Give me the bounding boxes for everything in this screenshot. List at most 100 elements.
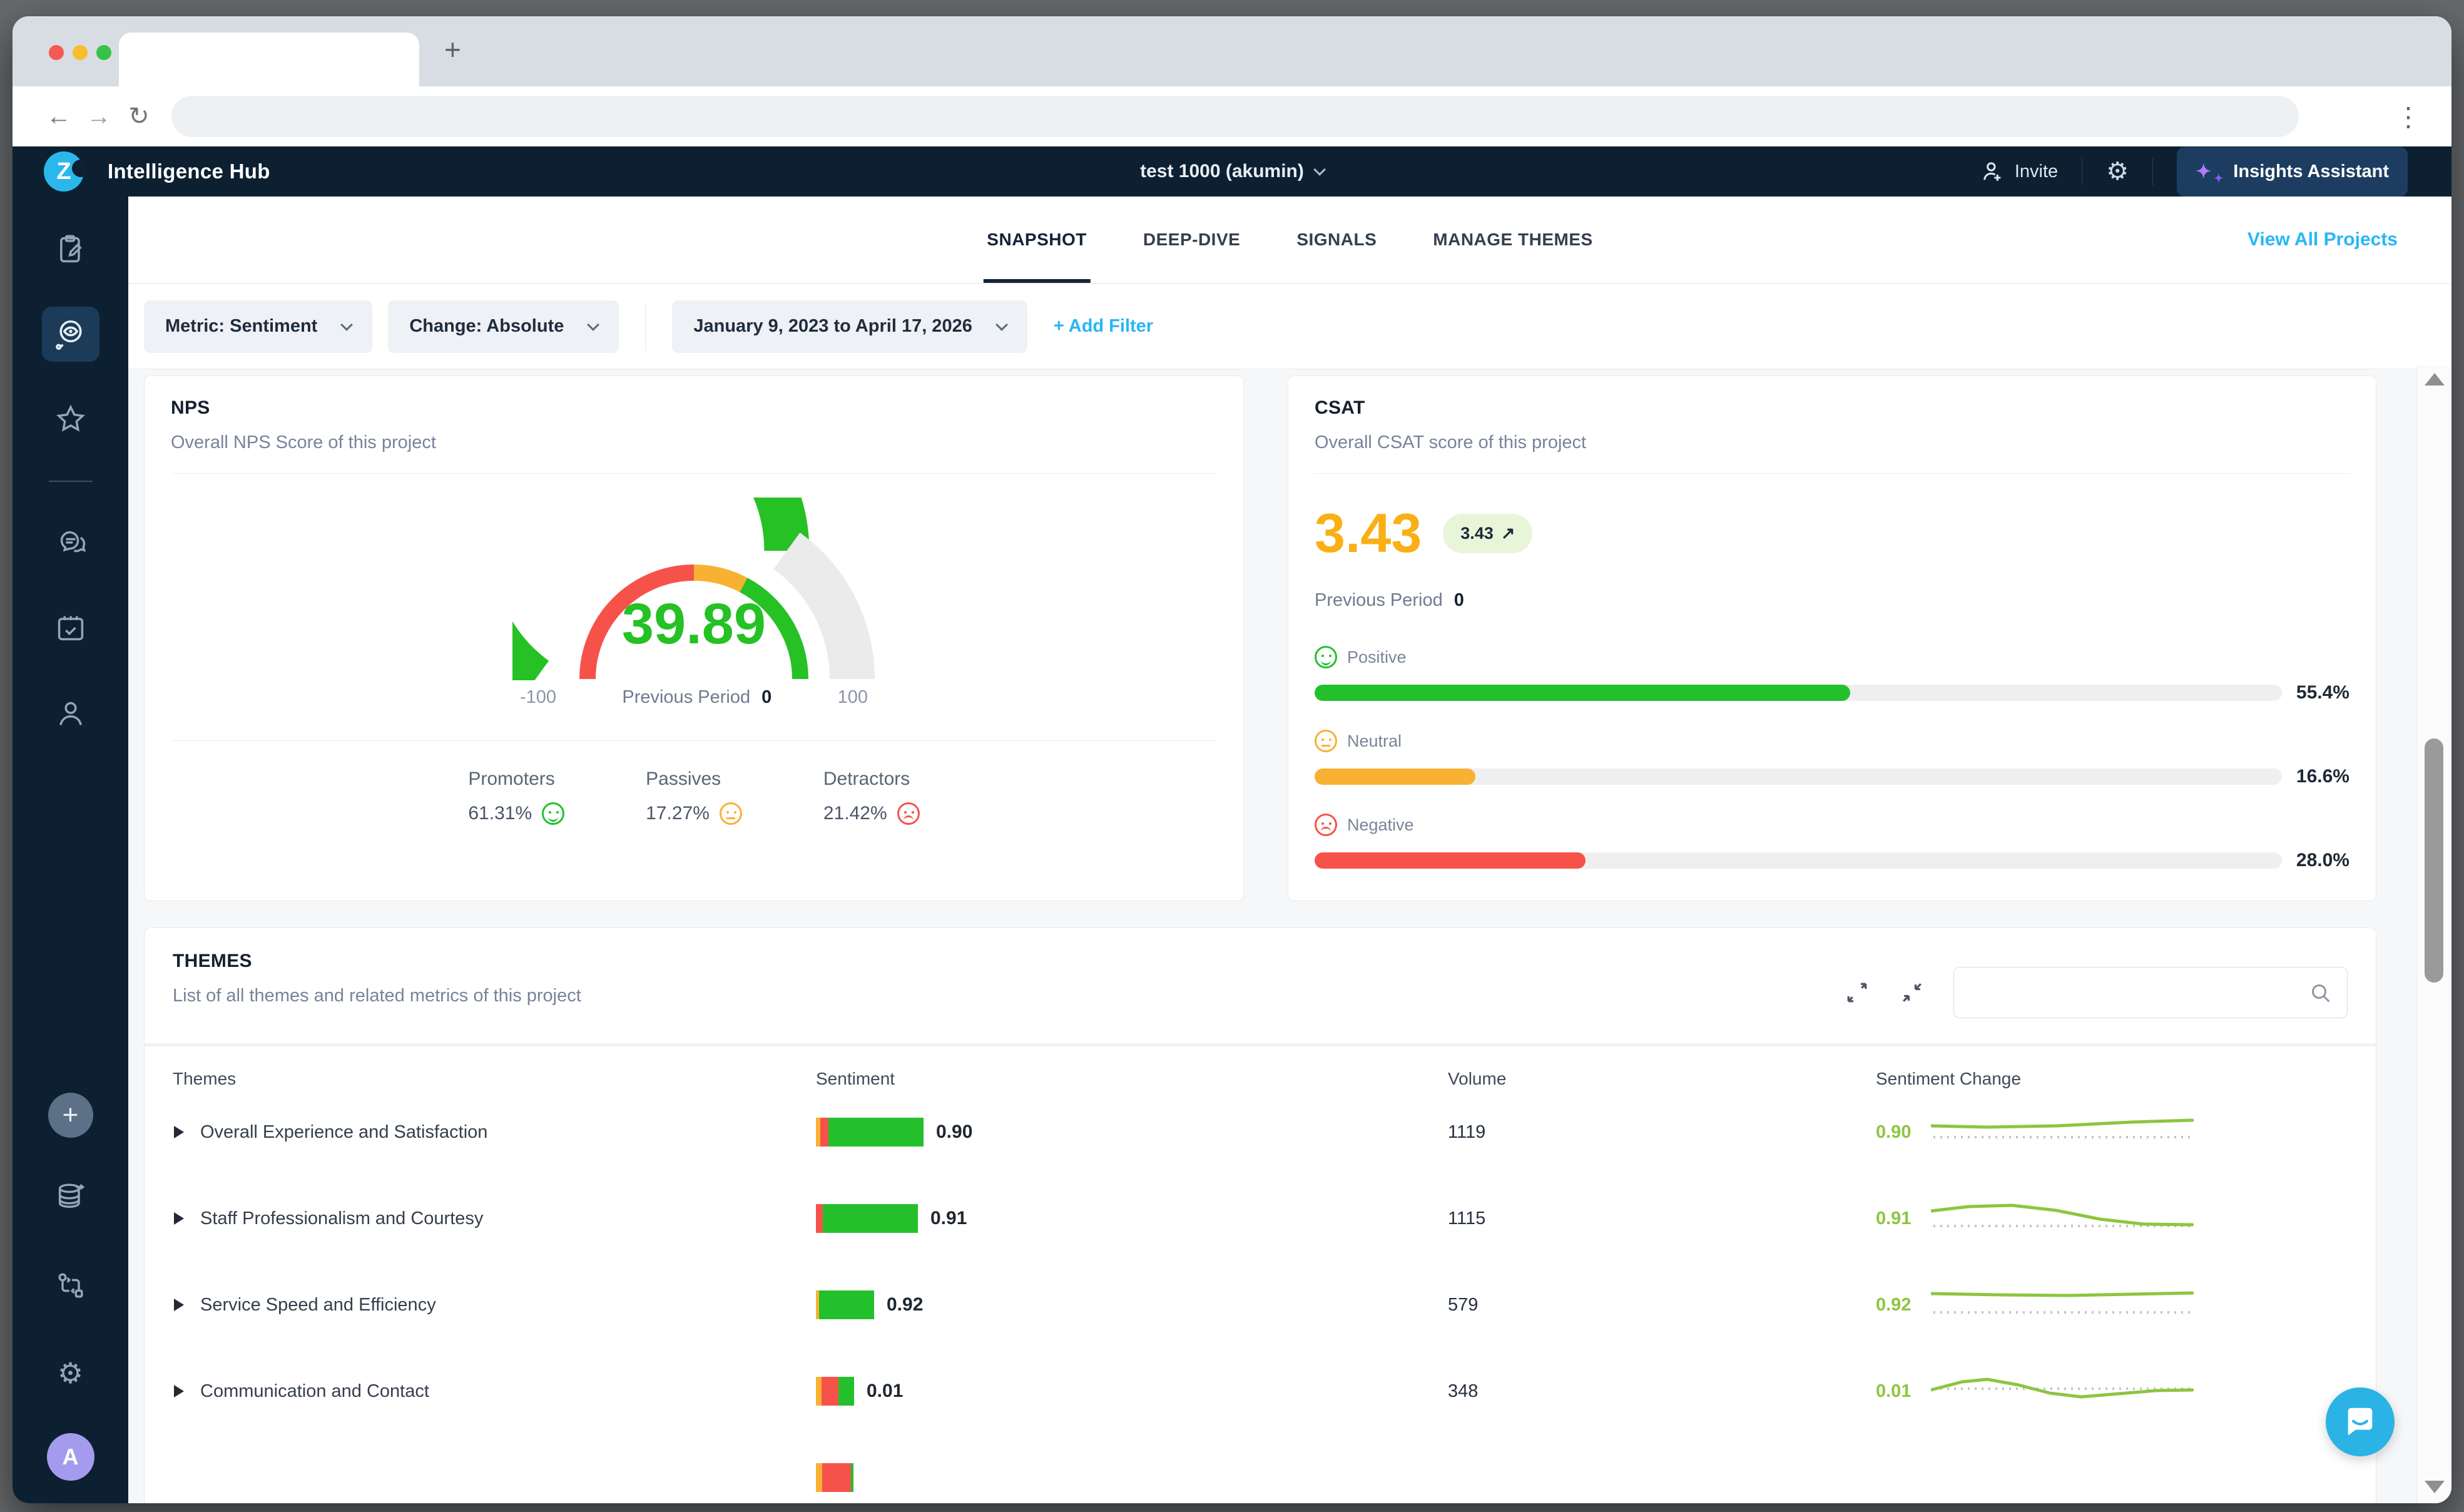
- nps-max-label: 100: [837, 687, 868, 707]
- gauge-inner-band: [693, 564, 748, 593]
- divider: [1315, 473, 2349, 474]
- sidebar-add-button[interactable]: +: [48, 1093, 93, 1138]
- expand-row-icon[interactable]: [174, 1126, 184, 1138]
- expand-row-icon[interactable]: [174, 1299, 184, 1311]
- app-title: Intelligence Hub: [108, 160, 270, 183]
- back-button[interactable]: ←: [46, 102, 71, 130]
- date-range-label: January 9, 2023 to April 17, 2026: [693, 316, 972, 336]
- sidebar-settings[interactable]: ⚙: [42, 1346, 99, 1401]
- sidebar-item-integrations[interactable]: [42, 1258, 99, 1313]
- expand-row-icon[interactable]: [174, 1212, 184, 1225]
- themes-search-input[interactable]: [1954, 968, 2347, 1018]
- expand-row-icon[interactable]: [174, 1385, 184, 1397]
- table-row[interactable]: Overall Experience and Satisfaction 0.90…: [173, 1089, 2348, 1175]
- csat-bar-positive: Positive 55.4%: [1315, 646, 2349, 703]
- previous-period-value: 0: [1453, 590, 1464, 610]
- sidebar-item-favorites[interactable]: [42, 392, 99, 447]
- person-icon: [59, 702, 82, 725]
- divider: [171, 740, 1217, 741]
- sentiment-label: Positive: [1347, 647, 1407, 667]
- maximize-window-button[interactable]: [96, 45, 111, 60]
- sidebar-item-conversations[interactable]: [42, 516, 99, 571]
- scrollbar-thumb[interactable]: [2425, 738, 2443, 983]
- clipboard-edit-icon: [59, 235, 82, 263]
- sentiment-value: 0.91: [930, 1208, 967, 1228]
- gauge-outer-band: [773, 532, 875, 680]
- sidebar-item-contacts[interactable]: [42, 686, 99, 741]
- invite-button[interactable]: Invite: [1980, 159, 2058, 184]
- sentiment-value: 0.01: [867, 1381, 904, 1401]
- bar-fill: [1315, 852, 1586, 869]
- sidebar-item-surveys[interactable]: [42, 222, 99, 277]
- sentiment-segment: [816, 1377, 822, 1406]
- metric-filter-dropdown[interactable]: Metric: Sentiment: [144, 300, 373, 353]
- settings-gear-icon: ⚙: [57, 1357, 84, 1389]
- table-row[interactable]: Staff Professionalism and Courtesy 0.91 …: [173, 1175, 2348, 1262]
- scroll-up-arrow-icon[interactable]: [2425, 373, 2445, 386]
- change-filter-dropdown[interactable]: Change: Absolute: [388, 300, 619, 353]
- sentiment-segment: [816, 1290, 819, 1319]
- scroll-down-arrow-icon[interactable]: [2425, 1481, 2445, 1493]
- star-icon: [56, 404, 85, 432]
- csat-trend-badge: 3.43 ↗: [1443, 513, 1533, 553]
- user-avatar[interactable]: A: [46, 1433, 94, 1481]
- nps-breakdown-detractors: Detractors 21.42%: [823, 769, 920, 825]
- bad-face-icon: [897, 802, 920, 825]
- metric-filter-label: Metric: Sentiment: [165, 316, 318, 336]
- sidebar: + ⚙ A: [13, 197, 128, 1503]
- sentiment-percent: 28.0%: [2296, 850, 2349, 871]
- bar-track: [1315, 685, 2282, 701]
- column-header-sentiment-change: Sentiment Change: [1876, 1069, 2021, 1088]
- trend-up-icon: ↗: [1500, 523, 1515, 543]
- calendar-check-icon: [58, 616, 83, 641]
- settings-gear-icon[interactable]: ⚙: [2106, 158, 2129, 185]
- date-range-dropdown[interactable]: January 9, 2023 to April 17, 2026: [672, 300, 1027, 353]
- sidebar-item-tasks[interactable]: [42, 601, 99, 656]
- tab-snapshot[interactable]: SNAPSHOT: [983, 197, 1091, 283]
- previous-period-value: 0: [761, 687, 772, 707]
- browser-tab[interactable]: [119, 33, 419, 86]
- column-header-volume: Volume: [1448, 1069, 1507, 1088]
- nps-min-label: -100: [520, 687, 557, 707]
- sidebar-item-intelligence[interactable]: [41, 307, 99, 362]
- close-window-button[interactable]: [49, 45, 64, 60]
- divider: [645, 302, 646, 350]
- sentiment-segment: [820, 1118, 828, 1147]
- table-row[interactable]: [173, 1434, 2348, 1503]
- chevron-down-icon: [1313, 163, 1326, 176]
- volume-value: 1119: [1448, 1121, 1486, 1142]
- tab-manage-themes[interactable]: MANAGE THEMES: [1433, 230, 1593, 249]
- chat-bubbles-icon: [60, 531, 86, 553]
- table-row[interactable]: Service Speed and Efficiency 0.92 579 0.…: [173, 1262, 2348, 1348]
- volume-value: 1115: [1448, 1208, 1486, 1228]
- workflow-nodes-icon: [58, 1273, 83, 1298]
- address-bar[interactable]: [171, 96, 2299, 137]
- tab-deep-dive[interactable]: DEEP-DIVE: [1143, 230, 1241, 249]
- minimize-window-button[interactable]: [73, 45, 88, 60]
- collapse-icon[interactable]: [1898, 979, 1926, 1006]
- app-logo[interactable]: Z: [44, 151, 84, 192]
- new-tab-button[interactable]: +: [444, 33, 461, 66]
- breakdown-label: Detractors: [823, 769, 910, 789]
- tab-signals[interactable]: SIGNALS: [1296, 230, 1377, 249]
- view-all-projects-link[interactable]: View All Projects: [2247, 229, 2398, 250]
- add-filter-link[interactable]: + Add Filter: [1053, 316, 1154, 336]
- change-value: 0.01: [1876, 1381, 1912, 1401]
- themes-search: [1953, 967, 2348, 1018]
- sentiment-segment: [816, 1204, 823, 1233]
- browser-toolbar: ← → ↻ ⋮: [13, 86, 2451, 146]
- insights-assistant-button[interactable]: ✦ ✦ Insights Assistant: [2177, 146, 2408, 197]
- forward-button[interactable]: →: [86, 102, 111, 130]
- project-selector[interactable]: test 1000 (akumin): [1140, 161, 1326, 182]
- breakdown-label: Passives: [646, 769, 721, 789]
- neutral-face-icon: [719, 802, 742, 825]
- chat-widget-button[interactable]: [2326, 1387, 2395, 1456]
- vertical-scrollbar[interactable]: [2416, 365, 2451, 1503]
- reload-button[interactable]: ↻: [128, 103, 150, 130]
- expand-icon[interactable]: [1843, 979, 1871, 1006]
- sparkle-icon: ✦: [2214, 171, 2224, 185]
- browser-menu-icon[interactable]: ⋮: [2395, 102, 2421, 131]
- sidebar-item-data[interactable]: [42, 1170, 99, 1225]
- table-row[interactable]: Communication and Contact 0.01 348 0.01: [173, 1348, 2348, 1434]
- invite-label: Invite: [2014, 161, 2059, 181]
